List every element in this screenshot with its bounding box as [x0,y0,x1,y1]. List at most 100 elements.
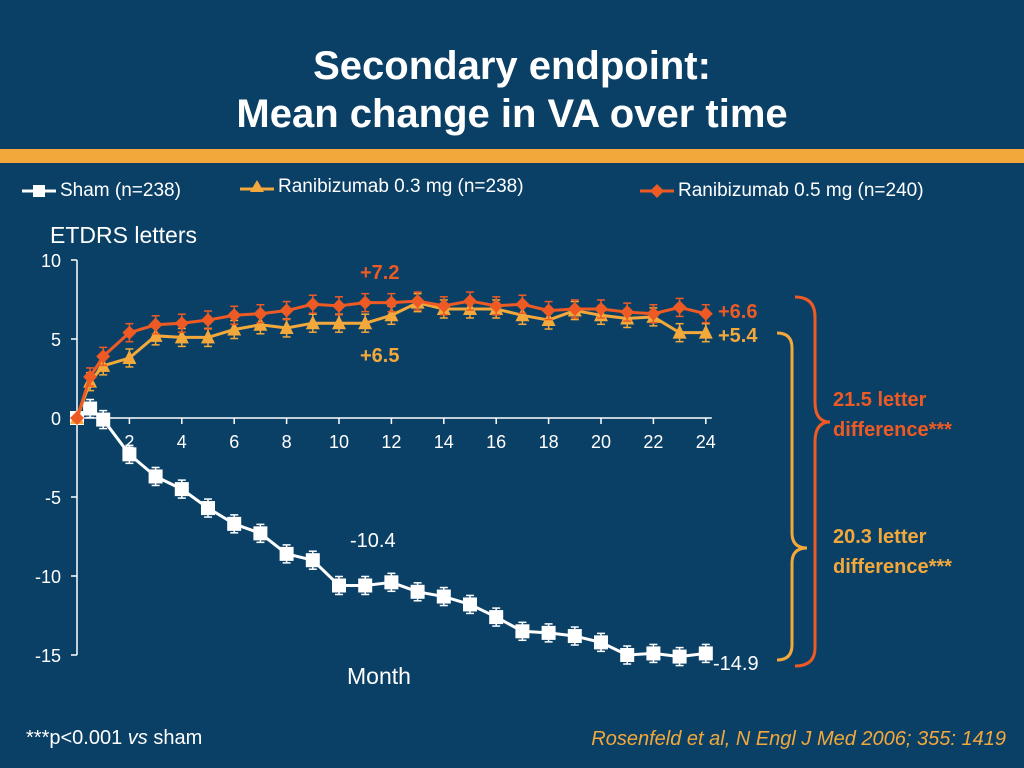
x-tick-label: 16 [486,432,506,452]
point-sham [96,412,111,427]
legend-item-r05: Ranibizumab 0.5 mg (n=240) [640,180,924,202]
y-tick-label: -15 [35,646,61,666]
point-r03 [279,319,294,334]
x-tick-label: 12 [381,432,401,452]
point-r05 [594,301,608,316]
point-sham [410,584,425,599]
x-tick-label: 10 [329,432,349,452]
point-r05 [515,297,530,312]
annotation-sham-mid: -10.4 [350,530,396,552]
point-r05 [463,294,477,309]
annotation-sham-end: -14.9 [713,653,759,675]
annotation-diff-r05-line2: difference*** [833,419,952,441]
annotation-r03-peak: +6.5 [360,345,399,367]
title-line-1: Secondary endpoint: [313,44,711,88]
point-r05 [410,294,425,309]
point-r05 [96,349,111,364]
point-r05 [305,297,320,312]
annotation-r05-peak: +7.2 [360,262,399,284]
point-sham [594,635,608,650]
point-r05 [541,303,556,318]
point-r05 [567,301,582,316]
y-axis-label: ETDRS letters [50,222,197,248]
footnote-prefix: ***p<0.001 [26,727,128,749]
x-tick-label: 20 [591,432,611,452]
x-tick-label: 2 [124,432,134,452]
x-tick-label: 24 [696,432,716,452]
annotation-diff-r05-line1: 21.5 letter [833,389,927,411]
point-sham [646,646,661,661]
triangle-marker-icon [240,180,274,192]
x-tick-label: 8 [282,432,292,452]
point-sham [541,625,556,640]
x-tick-label: 14 [434,432,454,452]
annotation-diff-r03-line1: 20.3 letter [833,526,927,548]
point-r05 [122,325,137,340]
annotation-r05-end: +6.6 [718,301,757,323]
y-tick-label: 5 [51,330,61,350]
point-sham [698,646,713,661]
point-r05 [227,308,242,323]
point-r05 [698,306,713,321]
brace-r03 [776,331,808,662]
point-r03 [698,324,713,339]
x-tick-label: 6 [229,432,239,452]
y-tick-label: 10 [41,251,61,271]
point-r05 [83,369,98,384]
point-sham [201,501,215,516]
point-r03 [148,327,163,342]
point-sham [227,516,242,531]
point-r03 [515,307,530,322]
point-sham [174,482,189,497]
point-r03 [358,315,373,330]
point-r03 [253,316,268,331]
point-r05 [201,313,215,328]
point-r05 [384,295,399,310]
point-r05 [358,295,373,310]
point-sham [384,575,399,590]
title-line-2: Mean change in VA over time [236,92,788,136]
point-sham [436,589,451,604]
legend-label-r05: Ranibizumab 0.5 mg (n=240) [678,180,924,201]
point-r03 [201,329,215,344]
point-r05 [672,300,687,315]
x-tick-label: 4 [177,432,187,452]
legend-label-sham: Sham (n=238) [60,180,181,201]
point-r03 [227,321,242,336]
point-r03 [332,315,346,330]
legend-item-sham: Sham (n=238) [22,180,181,202]
title-divider [0,149,1024,163]
square-marker-icon [22,185,56,197]
series-line-r03 [75,301,706,419]
point-sham [358,578,373,593]
citation: Rosenfeld et al, N Engl J Med 2006; 355:… [591,728,1006,750]
point-r03 [384,307,399,322]
point-sham [515,624,530,639]
point-r05 [174,316,189,331]
point-sham [253,526,268,541]
brace-r05 [794,295,831,668]
point-r03 [122,349,137,364]
footnote-suffix: sham [147,727,203,749]
point-sham [148,469,163,484]
point-sham [489,610,504,625]
annotation-diff-r03-line2: difference*** [833,556,952,578]
point-sham [332,578,346,593]
point-sham [83,401,98,416]
point-sham [463,597,477,612]
point-r05 [620,305,635,320]
diamond-marker-icon [640,184,674,198]
point-r05 [148,317,163,332]
slide-title: Secondary endpoint: Mean change in VA ov… [0,42,1024,138]
point-r05 [253,306,268,321]
point-sham [672,649,687,664]
legend-item-r03: Ranibizumab 0.3 mg (n=238) [240,176,524,198]
y-tick-label: -10 [35,567,61,587]
point-sham [567,629,582,644]
x-axis-label: Month [347,663,411,689]
footnote: ***p<0.001 vs sham [26,727,202,750]
point-sham [279,546,294,561]
y-tick-label: 0 [51,409,61,429]
footnote-vs: vs [127,727,148,749]
